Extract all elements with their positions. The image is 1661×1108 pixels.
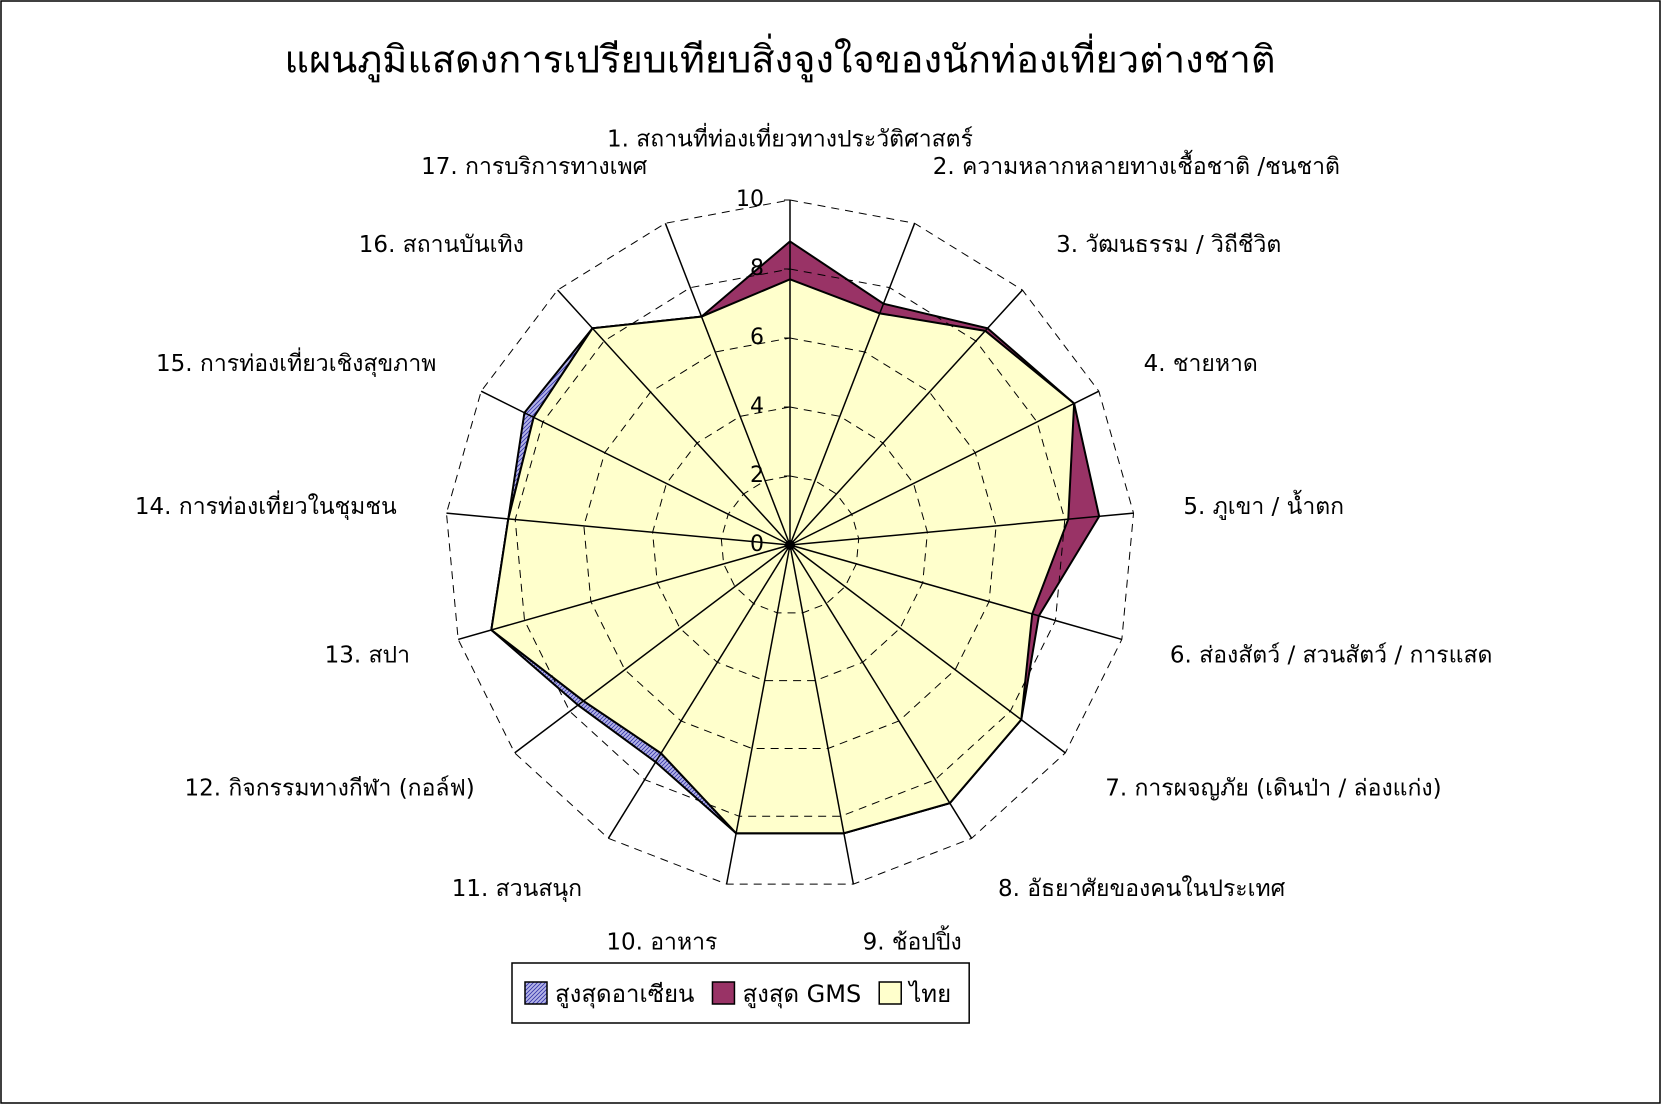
tick-label: 4: [750, 394, 764, 419]
legend-swatch: [878, 981, 902, 1005]
grid-ring: [445, 199, 1135, 885]
category-label: 11. สวนสนุก: [452, 876, 582, 902]
spoke: [725, 544, 791, 885]
spoke: [789, 544, 855, 885]
spoke: [480, 390, 791, 546]
category-label: 7. การผจญภัย (เดินป่า / ล่องแก่ง): [1105, 776, 1441, 802]
category-label: 6. ส่องสัตว์ / สวนสัตว์ / การแสด: [1170, 641, 1493, 668]
grid-ring: [652, 406, 928, 682]
category-label: 4. ชายหาด: [1144, 351, 1258, 377]
grid-ring: [583, 337, 997, 749]
spoke: [789, 544, 1123, 641]
tick-label: 6: [750, 325, 764, 350]
category-label: 9. ช้อปปิ้ง: [863, 926, 962, 956]
category-label: 3. วัฒนธรรม / วิถีชีวิต: [1056, 232, 1281, 258]
category-label: 12. กิจกรรมทางกีฬา (กอล์ฟ): [184, 775, 474, 802]
grid-ring: [514, 268, 1066, 817]
spoke: [607, 544, 791, 839]
category-label: 5. ภูเขา / น้ำตก: [1183, 490, 1344, 520]
legend: สูงสุดอาเซียน สูงสุด GMS ไทย: [511, 962, 970, 1024]
spoke: [789, 223, 916, 546]
category-label: 1. สถานที่ท่องเที่ยวทางประวัติศาสตร์: [607, 123, 973, 153]
category-label: 17. การบริการทางเพศ: [421, 154, 648, 180]
spoke: [446, 512, 791, 546]
tick-label: 0: [750, 532, 764, 557]
legend-label: สูงสุดอาเซียน: [555, 980, 694, 1009]
spoke: [557, 289, 791, 546]
spoke: [789, 390, 1100, 546]
spoke: [514, 544, 791, 754]
category-label: 16. สถานบันเทิง: [359, 232, 524, 258]
grid-ring: [720, 475, 860, 614]
spoke: [789, 544, 1066, 754]
spoke: [664, 223, 791, 546]
tick-label: 10: [736, 187, 764, 212]
spoke: [457, 544, 791, 641]
category-label: 8. อัธยาศัยของคนในประเทศ: [998, 875, 1286, 902]
category-label: 13. สปา: [325, 642, 410, 668]
category-label: 14. การท่องเที่ยวในชุมชน: [135, 490, 397, 520]
category-label: 2. ความหลากหลายทางเชื้อชาติ /ชนชาติ: [933, 150, 1340, 180]
legend-label: สูงสุด GMS: [742, 980, 861, 1009]
category-label: 15. การท่องเที่ยวเชิงสุขภาพ: [156, 347, 436, 377]
spoke: [789, 544, 973, 839]
legend-label: ไทย: [907, 980, 951, 1008]
spoke: [789, 289, 1023, 546]
chart-title: แผนภูมิแสดงการเปรียบเทียบสิ่งจูงใจของนัก…: [284, 34, 1275, 83]
legend-swatch: [711, 981, 736, 1005]
legend-swatch: [524, 981, 548, 1005]
tick-label: 2: [750, 463, 764, 488]
tick-label: 8: [750, 256, 764, 281]
spoke: [789, 512, 1134, 546]
category-label: 10. อาหาร: [606, 930, 717, 956]
